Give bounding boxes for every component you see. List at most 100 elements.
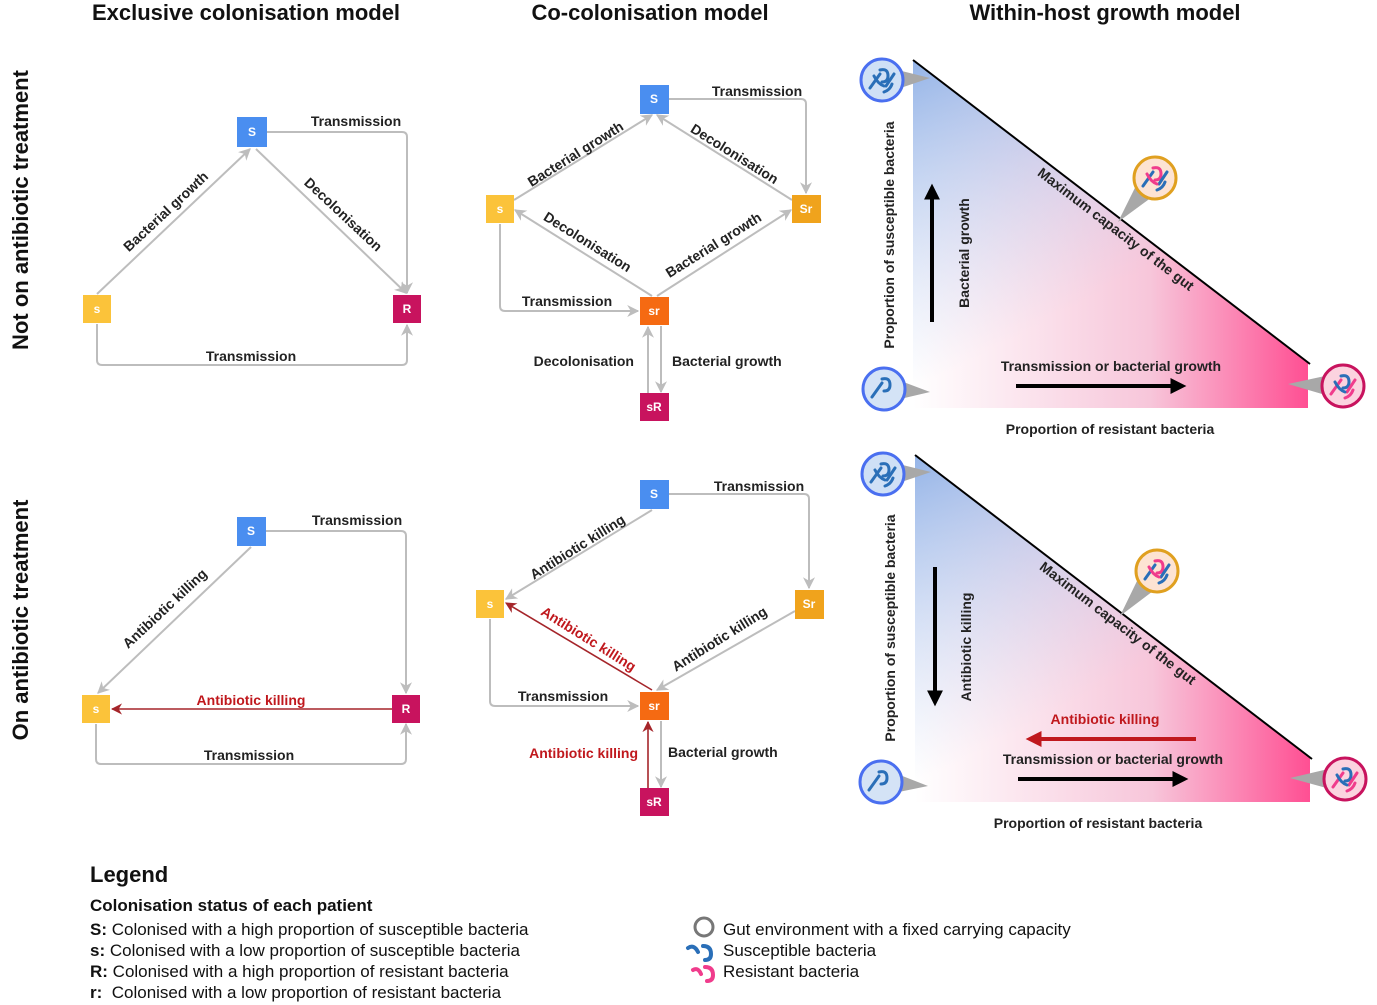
legend-icon-item: Resistant bacteria bbox=[723, 962, 860, 981]
bacteria-icon bbox=[1345, 781, 1357, 793]
bacteria-icon bbox=[1141, 170, 1155, 188]
column-title-cocolonisation: Co-colonisation model bbox=[531, 0, 768, 25]
bacteria-icon bbox=[879, 462, 891, 478]
svg-text:S: S bbox=[650, 487, 658, 501]
gut-icon bbox=[1290, 756, 1368, 802]
bacteria-icon bbox=[872, 74, 886, 88]
gut-icon bbox=[1118, 155, 1178, 222]
node-sR: sR bbox=[640, 393, 669, 421]
edge-label: Antibiotic killing bbox=[119, 565, 210, 651]
gut-circle-icon bbox=[693, 916, 715, 938]
exclusive-model-antibiotic: Transmission Transmission Antibiotic kil… bbox=[82, 512, 420, 765]
svg-text:S: S bbox=[248, 125, 256, 139]
svg-text:S: S bbox=[650, 92, 658, 106]
gut-icon bbox=[859, 57, 930, 103]
edge-label: Antibiotic killing bbox=[527, 511, 628, 582]
gut-icons bbox=[858, 57, 1368, 805]
svg-text:s: s bbox=[487, 597, 494, 611]
legend-item-s: s: Colonised with a low proportion of su… bbox=[90, 941, 521, 960]
node-sr: sr bbox=[640, 297, 669, 325]
x-axis-label: Proportion of resistant bacteria bbox=[994, 815, 1203, 831]
svg-text:S: S bbox=[247, 524, 255, 538]
legend-item-S: S: Colonised with a high proportion of s… bbox=[90, 920, 529, 939]
svg-text:s: s bbox=[94, 302, 101, 316]
gut-circle-icon bbox=[1320, 363, 1366, 409]
node-sr: sr bbox=[640, 692, 669, 720]
bacteria-icon bbox=[1331, 771, 1345, 789]
bacteria-icon bbox=[1157, 170, 1169, 186]
legend-icon-item: Gut environment with a fixed carrying ca… bbox=[723, 920, 1071, 939]
bacteria-icon bbox=[878, 68, 890, 84]
edge-label: Transmission bbox=[518, 688, 608, 704]
resistant-bacteria-icon bbox=[691, 965, 716, 983]
svg-text:R: R bbox=[402, 702, 411, 716]
node-S: S bbox=[237, 117, 267, 147]
node-s: s bbox=[486, 195, 514, 223]
edge-label: Bacterial growth bbox=[120, 168, 211, 255]
edge-label: Transmission bbox=[714, 478, 804, 494]
bacteria-icon bbox=[1339, 374, 1351, 390]
edge-label: Decolonisation bbox=[541, 208, 635, 275]
edge-label: Bacterial growth bbox=[525, 118, 627, 190]
gut-circle-icon bbox=[858, 759, 904, 805]
edge-label: Transmission bbox=[311, 113, 401, 129]
svg-text:sr: sr bbox=[648, 304, 660, 318]
gut-icon bbox=[861, 366, 930, 412]
bacteria-icon bbox=[868, 72, 882, 90]
arrow-label: Transmission or bacterial growth bbox=[1003, 751, 1223, 767]
bacteria-icon bbox=[1347, 771, 1359, 787]
row-label-antibiotic: On antibiotic treatment bbox=[8, 499, 33, 740]
edge-label: Transmission bbox=[312, 512, 402, 528]
bacteria-icon bbox=[877, 770, 889, 786]
edge-label: Transmission bbox=[204, 747, 294, 763]
bacteria-icon bbox=[1341, 767, 1353, 783]
arrow-label: Antibiotic killing bbox=[958, 593, 974, 702]
edge-label: Transmission bbox=[712, 83, 802, 99]
bacteria-icon bbox=[1335, 773, 1349, 787]
arrow-label: Transmission or bacterial growth bbox=[1001, 358, 1221, 374]
node-Sr: Sr bbox=[792, 195, 821, 223]
edge-label: Bacterial growth bbox=[672, 353, 782, 369]
node-Sr: Sr bbox=[795, 590, 824, 619]
bacteria-icon bbox=[1157, 573, 1169, 585]
legend-title: Legend bbox=[90, 862, 168, 887]
x-axis-label: Proportion of resistant bacteria bbox=[1006, 421, 1215, 437]
svg-text:sR: sR bbox=[646, 795, 662, 809]
y-axis-label: Proportion of susceptible bacteria bbox=[882, 514, 898, 741]
susceptible-bacteria-icon bbox=[686, 944, 714, 962]
bacteria-icon bbox=[1145, 172, 1159, 186]
gut-circle-icon bbox=[859, 57, 905, 103]
bacteria-icon bbox=[884, 72, 896, 88]
row-label-no-antibiotic: Not on antibiotic treatment bbox=[8, 69, 33, 350]
node-R: R bbox=[393, 295, 421, 323]
bacteria-icon bbox=[1151, 166, 1163, 182]
bacteria-icon bbox=[1343, 388, 1355, 400]
node-S: S bbox=[640, 480, 669, 509]
edge-label: Decolonisation bbox=[301, 174, 385, 254]
edge-label: Decolonisation bbox=[534, 353, 634, 369]
svg-text:R: R bbox=[403, 302, 412, 316]
edge-label-antibiotic-killing: Antibiotic killing bbox=[538, 603, 639, 674]
edge-label: Bacterial growth bbox=[668, 744, 778, 760]
cocolonisation-model-no-antibiotic: Transmission Bacterial growth Decolonisa… bbox=[486, 83, 821, 421]
bacteria-icon bbox=[1147, 565, 1161, 579]
cocolonisation-model-antibiotic: Transmission Antibiotic killing Antibiot… bbox=[476, 478, 824, 816]
bacteria-icon bbox=[1329, 378, 1343, 396]
bacteria-icon bbox=[883, 476, 895, 488]
gut-icon bbox=[1120, 548, 1180, 616]
y-axis-label: Proportion of susceptible bacteria bbox=[881, 121, 897, 348]
edge-label: Bacterial growth bbox=[663, 209, 765, 281]
exclusive-model-no-antibiotic: Transmission Transmission Bacterial grow… bbox=[83, 113, 421, 366]
node-s: s bbox=[476, 590, 504, 618]
bacteria-icon bbox=[1153, 559, 1165, 575]
bacteria-icon bbox=[869, 466, 883, 484]
bacteria-icon bbox=[882, 82, 894, 94]
bacteria-icon bbox=[1143, 563, 1157, 581]
node-s: s bbox=[82, 695, 110, 723]
column-title-exclusive: Exclusive colonisation model bbox=[92, 0, 400, 25]
node-s: s bbox=[83, 295, 111, 323]
legend-item-r: r: Colonised with a low proportion of re… bbox=[90, 983, 502, 1002]
gut-icon bbox=[1288, 363, 1366, 409]
edge-label: Transmission bbox=[206, 348, 296, 364]
